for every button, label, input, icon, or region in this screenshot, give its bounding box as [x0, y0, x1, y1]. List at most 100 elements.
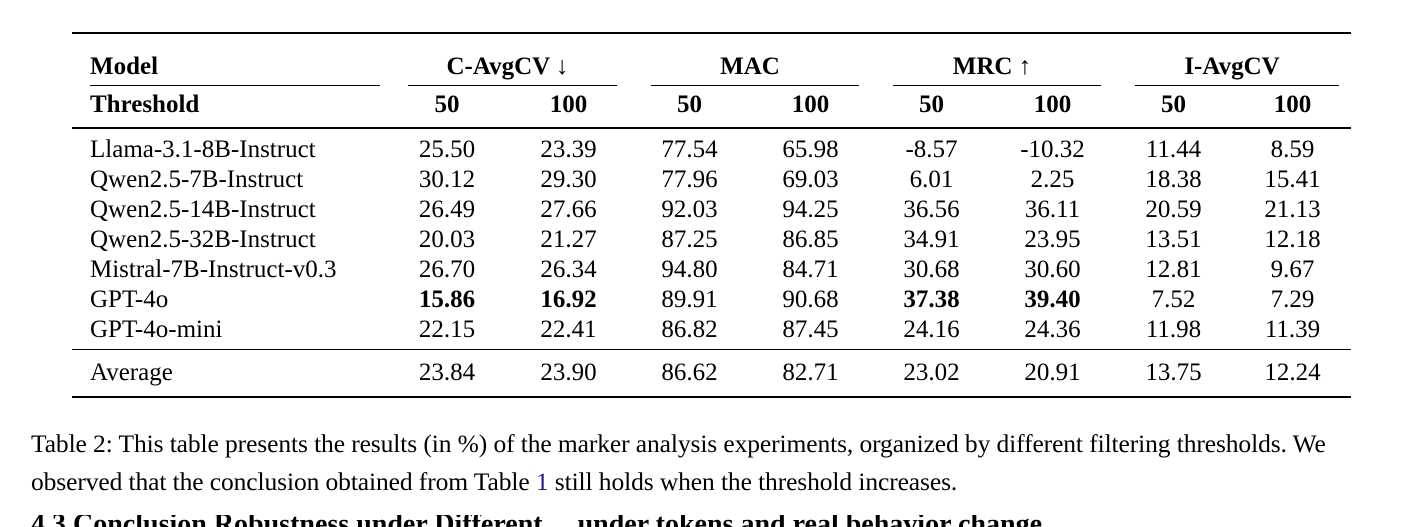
- table-header: Model C-AvgCV ↓ MAC MRC ↑ I-AvgCV: [72, 33, 1351, 128]
- group-label: C-AvgCV ↓: [446, 53, 569, 80]
- average-cell: 82.71: [750, 349, 871, 397]
- threshold-header: Threshold: [90, 91, 200, 118]
- value-cell: 94.80: [661, 256, 718, 283]
- value-cell: 37.38: [903, 286, 960, 313]
- threshold-cell: 50: [434, 91, 460, 118]
- value-cell: 87.45: [782, 316, 839, 343]
- value-cell: 15.41: [1264, 166, 1321, 193]
- average-cell: 23.84: [386, 349, 508, 397]
- value-cell: 6.01: [909, 166, 954, 193]
- average-cell: 20.91: [992, 349, 1113, 397]
- table-row: Qwen2.5-7B-Instruct 30.12 29.30 77.96 69.03 6…: [72, 165, 1351, 195]
- value-cell: 26.70: [418, 256, 476, 283]
- group-rule: [1135, 85, 1339, 86]
- value-cell: 94.25: [782, 196, 839, 223]
- model-name-cell: Mistral-7B-Instruct-v0.3: [90, 256, 337, 283]
- model-name-cell: Llama-3.1-8B-Instruct: [90, 136, 316, 163]
- model-header: Model: [72, 33, 386, 86]
- value-cell: 21.27: [540, 226, 597, 253]
- group-header-mrc: MRC ↑: [871, 33, 1113, 86]
- group-rule: [408, 85, 617, 86]
- table-row: Qwen2.5-14B-Instruct 26.49 27.66 92.03 94.25…: [72, 195, 1351, 225]
- table-row: Qwen2.5-32B-Instruct 20.03 21.27 87.25 86.85…: [72, 225, 1351, 255]
- value-cell: 7.52: [1151, 286, 1196, 313]
- table-average: Average 23.84 23.90 86.62 82.71 23.02 20…: [72, 349, 1351, 397]
- group-header-mac: MAC: [629, 33, 871, 86]
- threshold-cell: 50: [1161, 91, 1186, 118]
- value-cell: 12.18: [1264, 226, 1321, 253]
- model-header-rule: [90, 85, 380, 86]
- value-cell: 87.25: [661, 226, 718, 253]
- value-cell: 86.85: [782, 226, 839, 253]
- threshold-cell: 100: [791, 91, 830, 118]
- value-cell: 30.60: [1024, 256, 1081, 283]
- value-cell: 65.98: [782, 136, 839, 163]
- average-cell: 23.90: [508, 349, 629, 397]
- table-row: GPT-4o 15.86 16.92 89.91 90.68 37.38 39.40 7.52…: [72, 285, 1351, 315]
- table-reference-link[interactable]: 1: [535, 467, 549, 496]
- value-cell: 16.92: [540, 286, 597, 313]
- threshold-cell: 100: [549, 91, 588, 118]
- value-cell: 92.03: [661, 196, 718, 223]
- next-section-heading-text: 4.3 Conclusion Robustness under Differen…: [31, 515, 1411, 527]
- value-cell: 36.56: [903, 196, 960, 223]
- average-label: Average: [72, 349, 386, 397]
- value-cell: 11.44: [1145, 136, 1202, 163]
- group-header-i-avgcv: I-AvgCV: [1113, 33, 1351, 86]
- value-cell: -10.32: [1020, 136, 1085, 163]
- value-cell: 77.96: [661, 166, 718, 193]
- table-caption: Table 2: This table presents the results…: [31, 425, 1401, 501]
- results-table: Model C-AvgCV ↓ MAC MRC ↑ I-AvgCV: [72, 32, 1351, 398]
- threshold-cell: 100: [1273, 91, 1312, 118]
- header-row-thresholds: Threshold 50 100 50 100 50 100 50 100: [72, 83, 1351, 128]
- average-cell: 13.75: [1113, 349, 1234, 397]
- group-label: MRC ↑: [952, 53, 1032, 80]
- value-cell: 12.81: [1145, 256, 1202, 283]
- group-header-c-avgcv: C-AvgCV ↓: [386, 33, 629, 86]
- average-row: Average 23.84 23.90 86.62 82.71 23.02 20…: [72, 349, 1351, 397]
- value-cell: 26.49: [418, 196, 476, 223]
- average-cell: 86.62: [629, 349, 750, 397]
- value-cell: 23.39: [540, 136, 597, 163]
- value-cell: 34.91: [903, 226, 960, 253]
- value-cell: -8.57: [905, 136, 958, 163]
- value-cell: 9.67: [1270, 256, 1315, 283]
- value-cell: 25.50: [418, 136, 476, 163]
- value-cell: 23.95: [1024, 226, 1081, 253]
- value-cell: 22.41: [540, 316, 597, 343]
- value-cell: 89.91: [661, 286, 718, 313]
- value-cell: 11.98: [1145, 316, 1202, 343]
- table-row: Llama-3.1-8B-Instruct 25.50 23.39 77.54 65.9…: [72, 128, 1351, 165]
- threshold-cell: 50: [919, 91, 944, 118]
- model-name-cell: Qwen2.5-7B-Instruct: [90, 166, 304, 193]
- value-cell: 86.82: [661, 316, 718, 343]
- model-name-cell: GPT-4o: [90, 286, 169, 313]
- value-cell: 7.29: [1270, 286, 1315, 313]
- group-label: MAC: [720, 53, 780, 80]
- value-cell: 84.71: [782, 256, 839, 283]
- value-cell: 90.68: [782, 286, 839, 313]
- results-table-container: Model C-AvgCV ↓ MAC MRC ↑ I-AvgCV: [72, 32, 1351, 398]
- value-cell: 15.86: [418, 286, 476, 313]
- table-row: Mistral-7B-Instruct-v0.3 26.70 26.34 94.80 8…: [72, 255, 1351, 285]
- threshold-cell: 100: [1033, 91, 1072, 118]
- value-cell: 30.12: [418, 166, 476, 193]
- value-cell: 36.11: [1024, 196, 1081, 223]
- value-cell: 18.38: [1145, 166, 1202, 193]
- value-cell: 11.39: [1264, 316, 1321, 343]
- average-cell: 12.24: [1234, 349, 1351, 397]
- average-cell: 23.02: [871, 349, 992, 397]
- group-label: I-AvgCV: [1184, 53, 1280, 80]
- group-rule: [893, 85, 1101, 86]
- value-cell: 24.36: [1024, 316, 1081, 343]
- value-cell: 77.54: [661, 136, 718, 163]
- model-name-cell: GPT-4o-mini: [90, 316, 223, 343]
- value-cell: 30.68: [903, 256, 960, 283]
- value-cell: 22.15: [418, 316, 476, 343]
- next-section-heading: 4.3 Conclusion Robustness under Differen…: [31, 515, 1411, 527]
- value-cell: 13.51: [1145, 226, 1202, 253]
- value-cell: 39.40: [1024, 286, 1081, 313]
- model-name-cell: Qwen2.5-14B-Instruct: [90, 196, 316, 223]
- model-name-cell: Qwen2.5-32B-Instruct: [90, 226, 316, 253]
- value-cell: 2.25: [1030, 166, 1075, 193]
